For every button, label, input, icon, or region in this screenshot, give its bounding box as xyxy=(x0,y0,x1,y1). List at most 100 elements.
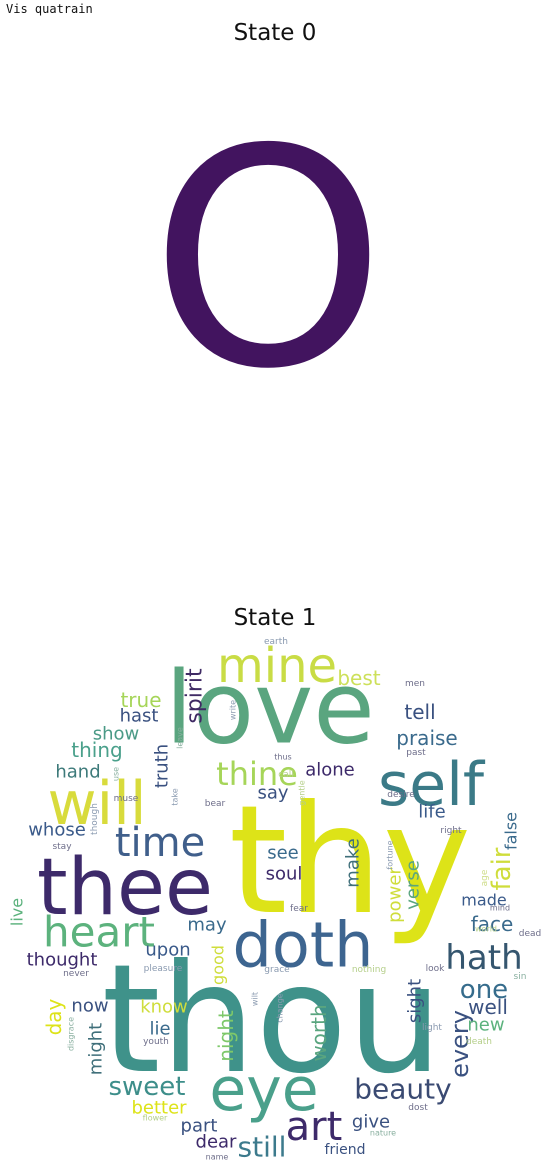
word-fair: fair xyxy=(487,847,517,890)
word-tell: tell xyxy=(404,700,435,724)
word-love: love xyxy=(165,650,375,767)
word-verse: verse xyxy=(403,860,424,910)
panel-title-state-0: State 0 xyxy=(233,20,317,46)
word-doth: doth xyxy=(233,909,374,982)
word-good: good xyxy=(209,945,228,985)
wordcloud-state-1: thy thou love thee doth eye will self mine heart a… xyxy=(0,636,550,1176)
word-disgrace: disgrace xyxy=(67,1017,76,1051)
word-right: right xyxy=(440,826,462,836)
word-well: well xyxy=(468,995,508,1019)
word-life: life xyxy=(418,802,445,823)
word-self: self xyxy=(378,750,486,820)
word-thus: thus xyxy=(274,753,291,762)
word-dear: dear xyxy=(196,1132,238,1153)
word-truth: truth xyxy=(152,744,173,788)
word-hast: hast xyxy=(120,706,159,727)
word-earth: earth xyxy=(264,637,288,647)
word-whose: whose xyxy=(28,820,86,841)
word-eye: eye xyxy=(209,1055,318,1125)
word-gentle: gentle xyxy=(298,780,307,805)
word-thee: thee xyxy=(37,843,213,933)
word-desire: desire xyxy=(387,790,415,800)
word-every: every xyxy=(446,1010,474,1078)
word-power: power xyxy=(385,867,406,923)
word-know: know xyxy=(140,997,188,1018)
word-sight: sight xyxy=(405,979,426,1023)
word-take: take xyxy=(171,788,180,805)
word-flower: flower xyxy=(143,1114,168,1123)
word-still: still xyxy=(238,1131,287,1164)
word-sin: sin xyxy=(514,972,527,982)
word-lie: lie xyxy=(149,1019,170,1040)
word-face: face xyxy=(471,912,514,936)
word-thing: thing xyxy=(71,738,122,762)
word-make: make xyxy=(343,838,364,887)
word-best: best xyxy=(337,666,380,690)
word-soul: soul xyxy=(266,864,303,885)
word-heart: heart xyxy=(43,908,155,957)
word-might: might xyxy=(86,1023,107,1075)
word-thy: thy xyxy=(229,774,472,948)
word-youth: youth xyxy=(143,1037,169,1047)
word-night: night xyxy=(214,1010,238,1062)
word-part: part xyxy=(181,1116,218,1137)
word-friend: friend xyxy=(325,1142,366,1158)
word-use: use xyxy=(112,767,121,781)
panel-title-state-1: State 1 xyxy=(233,605,317,631)
word-muse: muse xyxy=(114,794,139,804)
word-day: day xyxy=(42,998,66,1035)
word-hath: hath xyxy=(445,938,522,978)
word-pleasure: pleasure xyxy=(144,964,183,974)
word-give: give xyxy=(352,1112,390,1133)
word-wilt: wilt xyxy=(251,992,260,1006)
word-see: see xyxy=(267,843,299,864)
word-will: will xyxy=(47,769,146,839)
word-name: name xyxy=(206,1153,229,1162)
word-light: light xyxy=(422,1023,442,1033)
word-past: past xyxy=(406,748,426,758)
word-sweet: sweet xyxy=(109,1072,186,1102)
word-grace: grace xyxy=(264,965,290,975)
word-mind: mind xyxy=(490,904,510,913)
word-thine: thine xyxy=(216,755,298,793)
word-true: true xyxy=(120,688,161,712)
word-o: O xyxy=(150,86,386,435)
word-mine: mine xyxy=(217,638,337,694)
word-thou: thou xyxy=(102,933,443,1107)
word-though: though xyxy=(90,803,100,835)
word-dost: dost xyxy=(408,1103,428,1113)
word-upon: upon xyxy=(145,940,190,961)
word-hand: hand xyxy=(55,762,100,783)
word-worth: worth xyxy=(307,1004,331,1061)
word-now: now xyxy=(71,996,108,1017)
word-one: one xyxy=(460,975,508,1005)
word-show: show xyxy=(93,724,140,745)
word-dead: dead xyxy=(519,929,541,939)
word-death: death xyxy=(466,1037,492,1047)
word-beauty: beauty xyxy=(354,1073,451,1106)
word-may: may xyxy=(187,915,227,936)
word-better: better xyxy=(131,1098,187,1119)
word-fortune: fortune xyxy=(386,840,395,869)
word-fear: fear xyxy=(290,904,308,914)
word-age: age xyxy=(480,869,490,886)
word-change: change xyxy=(276,993,285,1023)
word-time: time xyxy=(115,820,205,866)
word-say: say xyxy=(257,783,288,804)
word-praise: praise xyxy=(396,726,457,750)
word-leave: leave xyxy=(176,727,185,749)
word-look: look xyxy=(426,964,446,974)
word-new: new xyxy=(467,1015,504,1036)
wordcloud-state-0: O xyxy=(0,50,550,590)
word-nothing: nothing xyxy=(352,965,386,975)
word-write: write xyxy=(229,700,238,720)
word-bear: bear xyxy=(205,799,226,809)
word-spirit: spirit xyxy=(183,668,208,724)
word-world: world xyxy=(475,925,497,934)
word-art: art xyxy=(286,1104,343,1150)
word-never: never xyxy=(63,969,89,979)
word-thought: thought xyxy=(27,950,98,971)
page-header: Vis quatrain xyxy=(6,2,93,16)
word-live: live xyxy=(8,898,27,926)
word-false: false xyxy=(502,812,521,850)
